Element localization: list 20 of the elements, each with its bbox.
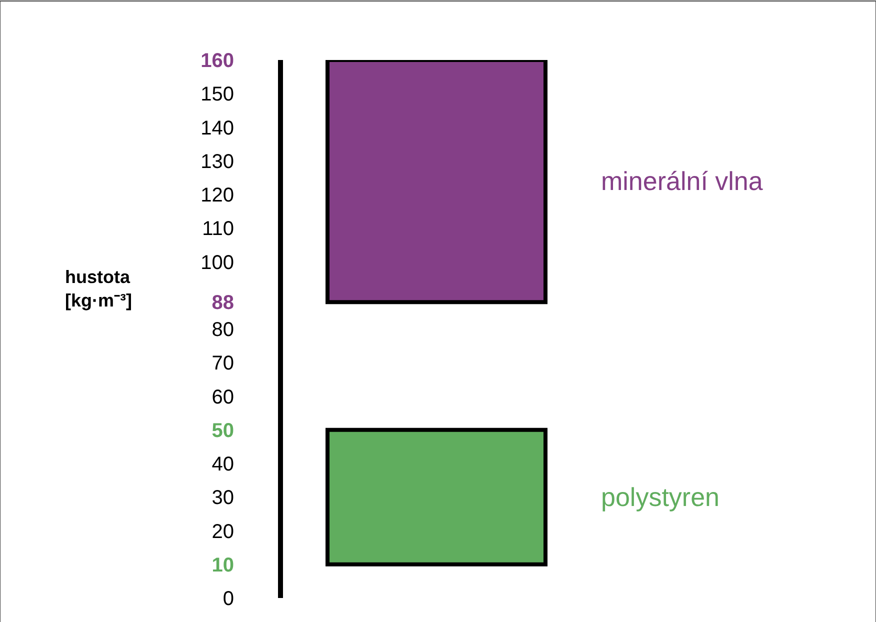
y-tick-label: 50 [212, 420, 234, 442]
y-tick-label: 130 [200, 150, 234, 173]
y-tick-label: 110 [202, 218, 234, 240]
y-tick-label: 100 [200, 252, 234, 274]
y-tick-label: 120 [200, 184, 234, 206]
text: minerální vlna [601, 166, 764, 196]
y-tick-label: 80 [212, 319, 234, 341]
y-tick-label: 30 [212, 487, 234, 510]
y-tick-label: 150 [200, 84, 234, 106]
y-tick-label: 10 [212, 554, 234, 576]
y-axis-title: hustota [kg·m⁻³] [65, 267, 132, 310]
y-tick-label: 160 [200, 50, 234, 72]
y-tick-label: 140 [200, 117, 234, 140]
y-tick-label: 40 [212, 454, 234, 476]
y-tick-label: 88 [212, 292, 234, 314]
y-tick-label: 60 [212, 386, 234, 408]
text: polystyren [601, 482, 720, 512]
y-tick-label: 0 [222, 588, 234, 610]
y-tick-label: 70 [212, 352, 234, 375]
y-tick-label: 20 [212, 520, 234, 543]
